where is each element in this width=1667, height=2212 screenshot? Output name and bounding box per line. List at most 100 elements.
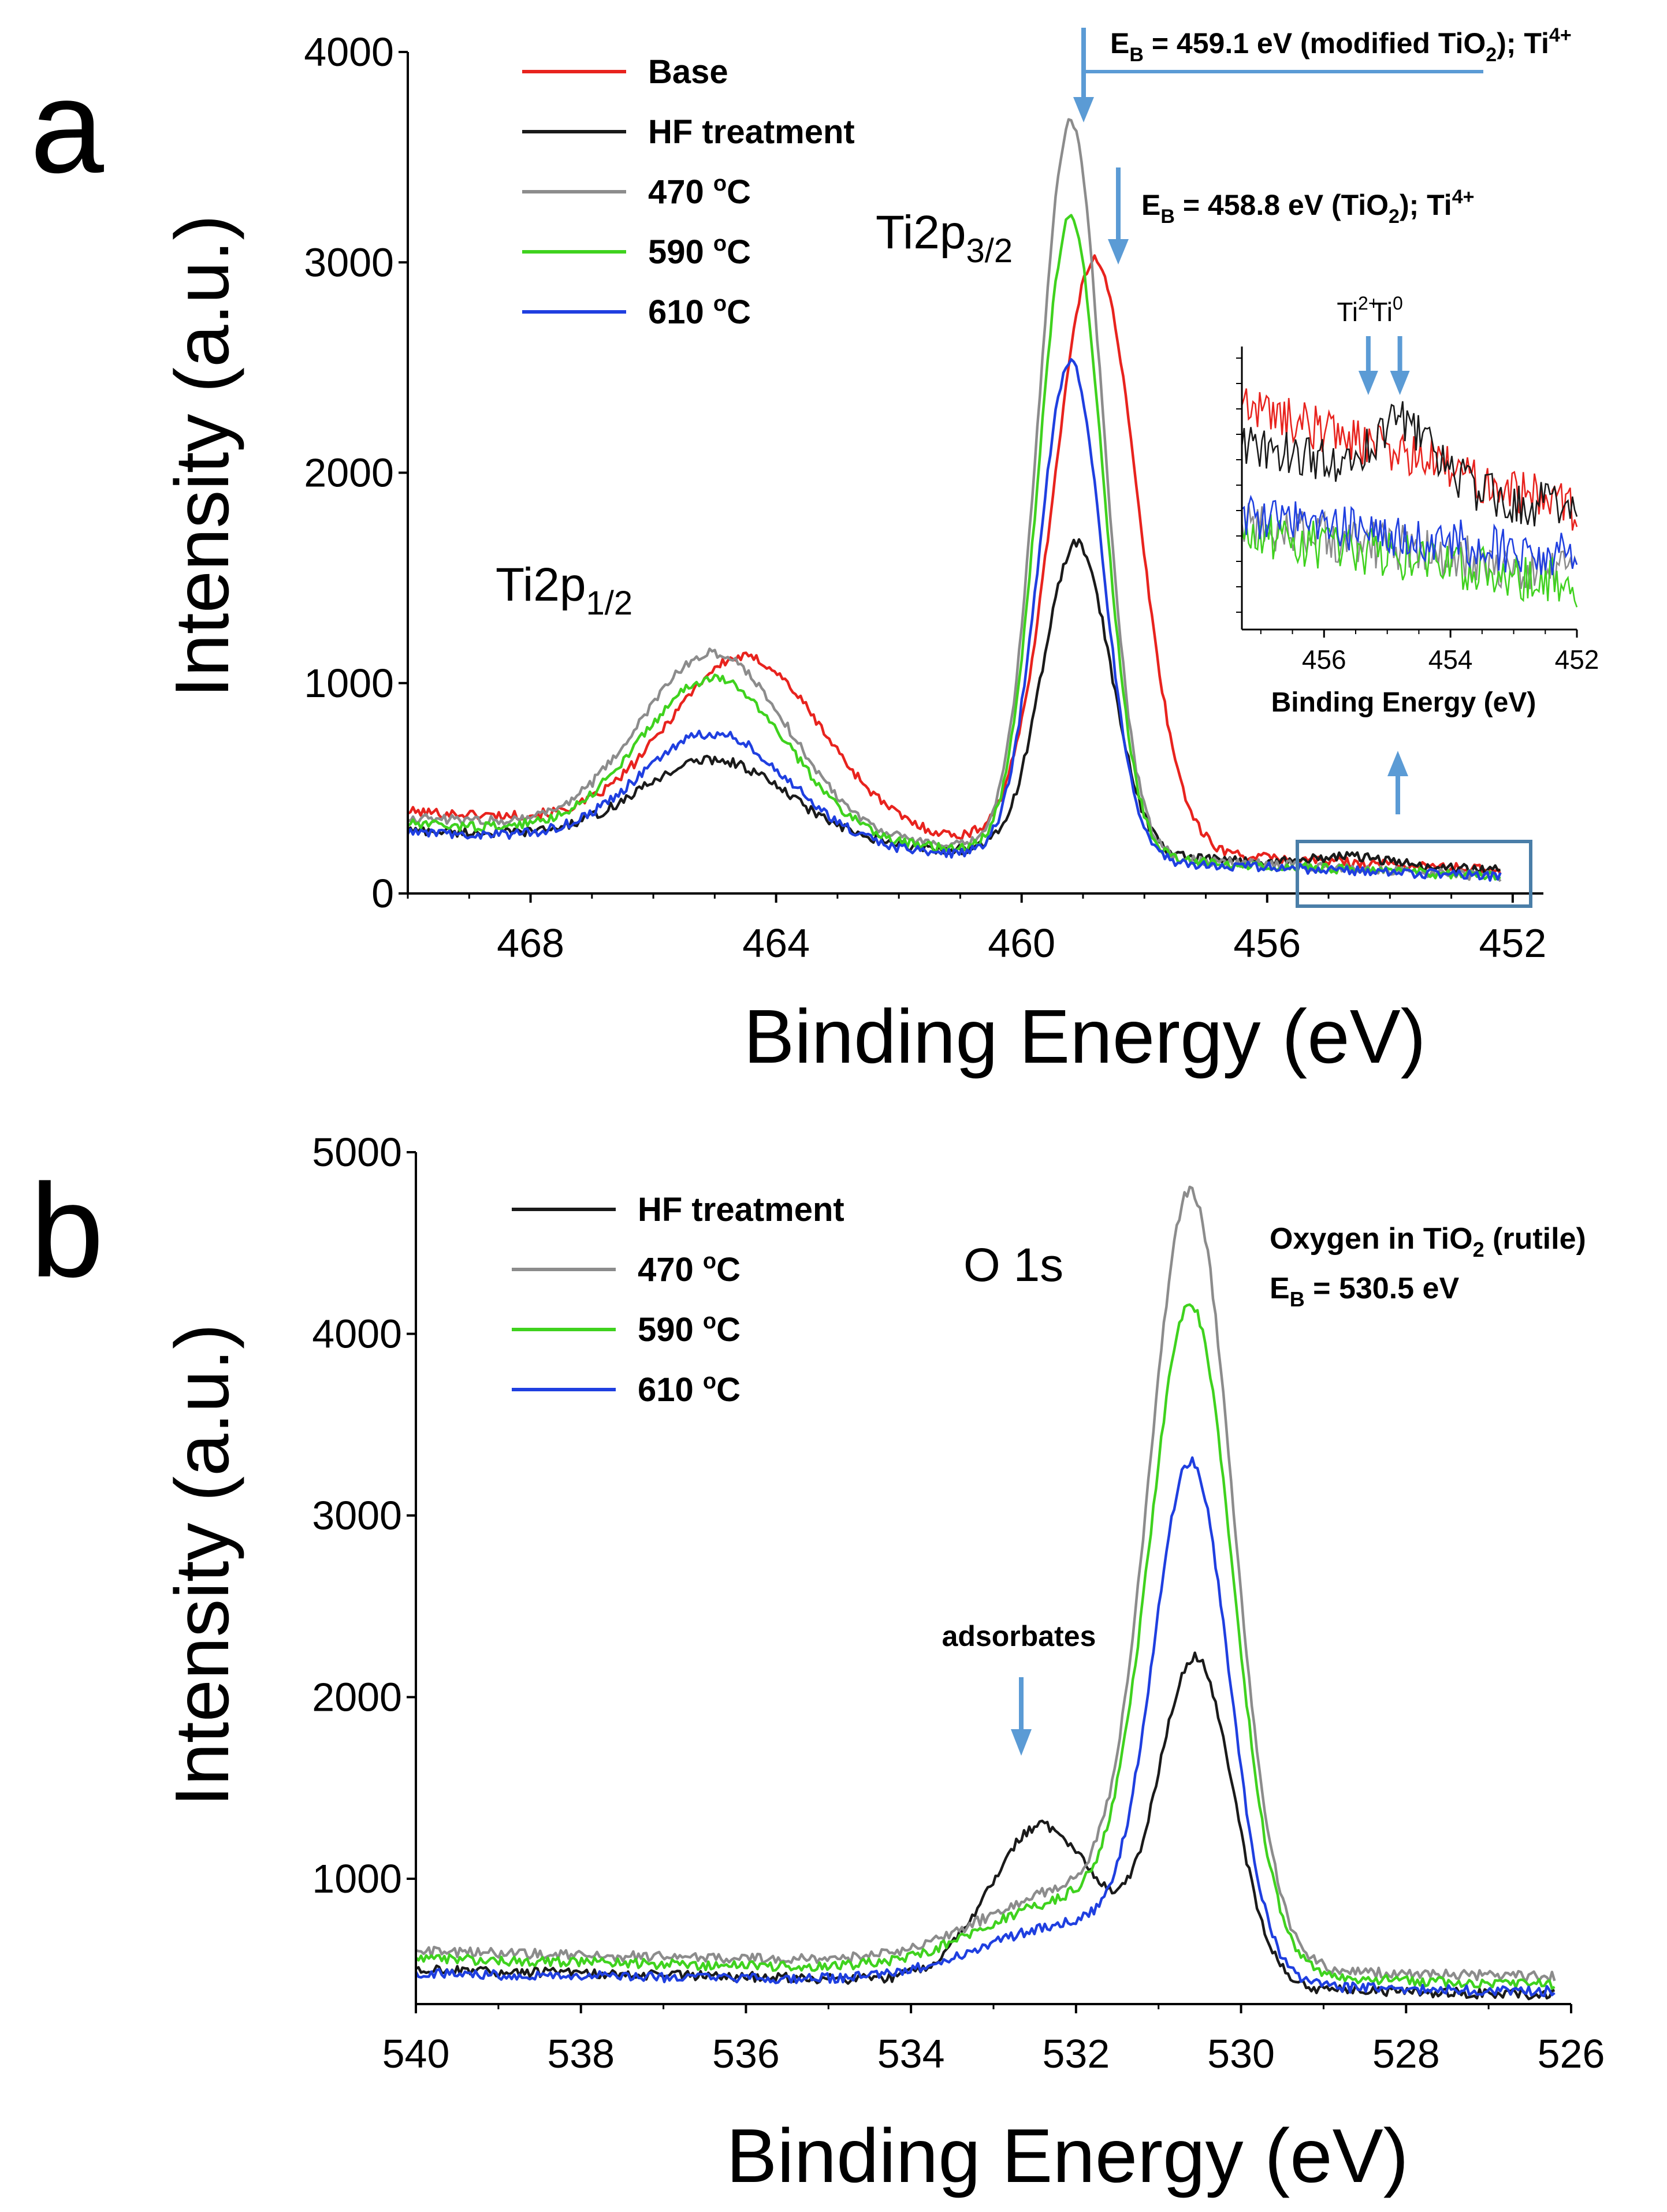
- peak-label-ti2p12: Ti2p1/2: [496, 558, 632, 622]
- annotation-459-1-end: ); Ti: [1497, 27, 1549, 59]
- panel-a-y-tick-label: 4000: [304, 29, 394, 75]
- panel-b-ticks: 1000 2000 3000 4000 5000 540 538 536 534 532 530 52…: [312, 1130, 1605, 2076]
- panel-a-x-tick-label: 460: [988, 921, 1055, 966]
- inset-x-tick-label: 452: [1555, 645, 1599, 675]
- panel-a-x-tick-label: 452: [1479, 921, 1546, 966]
- annotation-458-8-b: B: [1160, 206, 1175, 228]
- adsorbates-arrow-head: [1011, 1729, 1032, 1756]
- panel-b-x-tick-label: 530: [1207, 2031, 1275, 2076]
- panel-b-legend: HF treatment 470 oC 590 oC 610 oC: [512, 1191, 844, 1409]
- panel-b-x-tick-label: 534: [877, 2031, 945, 2076]
- panel-b-legend-label: 590 oC: [638, 1309, 741, 1349]
- series-line-b-t470: [415, 1185, 1556, 1983]
- panel-a: a Intensity (a.u.) Binding Energy (eV) 0…: [30, 24, 1599, 1079]
- panel-a-legend: Base HF treatment 470 oC 590 oC 610 oC: [522, 53, 855, 331]
- peak-label-ti2p12-main: Ti2p: [496, 558, 586, 611]
- peak-label-ti2p12-sub: 1/2: [586, 584, 632, 622]
- panel-b-x-tick-label: 538: [547, 2031, 615, 2076]
- peak-label-ti2p32-sub: 3/2: [966, 232, 1013, 270]
- panel-a-x-tick-label: 468: [497, 921, 564, 966]
- annotation-458-8-e: E: [1141, 189, 1160, 221]
- panel-b-x-tick-label: 532: [1042, 2031, 1110, 2076]
- panel-b-curves: [414, 1185, 1556, 2001]
- panel-a-y-tick-label: 3000: [304, 240, 394, 285]
- panel-a-y-axis-title: Intensity (a.u.): [159, 215, 244, 698]
- panel-b-y-tick-label: 5000: [312, 1130, 402, 1175]
- inset-series-line-t610: [1241, 494, 1578, 575]
- panel-a-ticks: 0 1000 2000 3000 4000 468 464 460 456 452: [304, 29, 1546, 966]
- inset-marker-label: Ti0: [1371, 293, 1402, 327]
- panel-b-legend-label: HF treatment: [638, 1191, 844, 1228]
- arrow-459-1-head: [1073, 97, 1094, 122]
- peak-label-ti2p32: Ti2p3/2: [876, 206, 1013, 270]
- panel-a-x-tick-label: 464: [742, 921, 810, 966]
- panel-b-legend-label: 610 oC: [638, 1369, 741, 1409]
- annotation-459-1-e: E: [1110, 27, 1129, 59]
- annotation-458-8-sup: 4+: [1452, 186, 1475, 208]
- annotation-458-8-sub2: 2: [1389, 206, 1400, 228]
- panel-b-x-tick-label: 536: [712, 2031, 780, 2076]
- panel-b-x-tick-label: 526: [1538, 2031, 1605, 2076]
- annotation-459-1-sub2: 2: [1486, 44, 1497, 66]
- rutile-note-b-sub: B: [1290, 1287, 1305, 1311]
- panel-a-legend-label: 470 oC: [648, 172, 751, 211]
- annotation-458-8-end: ); Ti: [1400, 189, 1452, 221]
- panel-b-legend-label: 470 oC: [638, 1249, 741, 1289]
- series-line-b-hf: [415, 1651, 1555, 2001]
- annotation-458-8: EB = 458.8 eV (TiO2); Ti4+: [1141, 186, 1474, 228]
- series-line-b-t610: [414, 1456, 1556, 1998]
- panel-b-y-tick-label: 2000: [312, 1674, 402, 1719]
- panel-a-label: a: [30, 52, 104, 200]
- panel-b-x-tick-label: 540: [382, 2031, 450, 2076]
- annotation-arrows: [1073, 28, 1483, 814]
- panel-a-legend-label: 590 oC: [648, 232, 751, 271]
- inset-x-tick-label: 456: [1302, 645, 1346, 675]
- arrow-458-8-head: [1108, 239, 1129, 265]
- panel-b: b Intensity (a.u.) Binding Energy (eV) 1…: [30, 1130, 1605, 2198]
- annotation-458-8-text: = 458.8 eV (TiO: [1175, 189, 1389, 221]
- panel-a-x-axis-title: Binding Energy (eV): [743, 994, 1426, 1079]
- panel-a-y-tick-label: 0: [371, 871, 394, 916]
- annotation-459-1-sup: 4+: [1549, 24, 1572, 46]
- panel-a-y-tick-label: 2000: [304, 450, 394, 496]
- rutile-note-line2: EB = 530.5 eV: [1270, 1272, 1459, 1311]
- panel-b-y-tick-label: 3000: [312, 1493, 402, 1538]
- adsorbates-label: adsorbates: [942, 1620, 1096, 1652]
- inset-curves: [1241, 388, 1578, 608]
- peak-label-ti2p32-main: Ti2p: [876, 206, 966, 259]
- panel-a-legend-label: 610 oC: [648, 292, 751, 331]
- panel-a-legend-label: Base: [648, 53, 728, 91]
- panel-a-x-tick-label: 456: [1233, 921, 1301, 966]
- panel-a-y-tick-label: 1000: [304, 661, 394, 706]
- inset-marker-arrow-head: [1358, 371, 1378, 395]
- series-line-t610: [407, 358, 1502, 882]
- inset-series-line-hf: [1241, 401, 1578, 527]
- annotation-459-1: EB = 459.1 eV (modified TiO2); Ti4+: [1110, 24, 1572, 66]
- panel-b-y-axis-title: Intensity (a.u.): [159, 1324, 244, 1807]
- inset-marker-arrow-head: [1390, 371, 1410, 395]
- rutile-note-value: = 530.5 eV: [1305, 1272, 1460, 1305]
- rutile-note-b: (rutile): [1484, 1222, 1586, 1256]
- inset-region-box: [1296, 840, 1532, 908]
- rutile-note-line1: Oxygen in TiO2 (rutile): [1270, 1222, 1586, 1261]
- adsorbates-arrow: [1011, 1677, 1032, 1756]
- panel-b-x-axis-title: Binding Energy (eV): [726, 2113, 1408, 2198]
- panel-a-legend-label: HF treatment: [648, 113, 855, 151]
- inset-x-tick-label: 454: [1428, 645, 1473, 675]
- inset-markers: Ti2+Ti0: [1337, 293, 1410, 395]
- inset-marker-label: Ti2+: [1337, 293, 1379, 327]
- inset-ticks: 456 454 452: [1236, 358, 1599, 675]
- peak-label-o1s: O 1s: [963, 1239, 1063, 1291]
- panel-b-label: b: [30, 1156, 104, 1305]
- panel-b-y-tick-label: 4000: [312, 1311, 402, 1356]
- annotation-459-1-b: B: [1129, 44, 1144, 66]
- panel-b-x-tick-label: 528: [1372, 2031, 1440, 2076]
- arrow-inset-head: [1387, 751, 1408, 776]
- panel-b-y-tick-label: 1000: [312, 1856, 402, 1901]
- series-line-b-t590: [415, 1303, 1556, 1990]
- panel-a-curves: [407, 118, 1502, 882]
- rutile-note-sub: 2: [1473, 1238, 1484, 1261]
- series-line-t470: [407, 118, 1502, 882]
